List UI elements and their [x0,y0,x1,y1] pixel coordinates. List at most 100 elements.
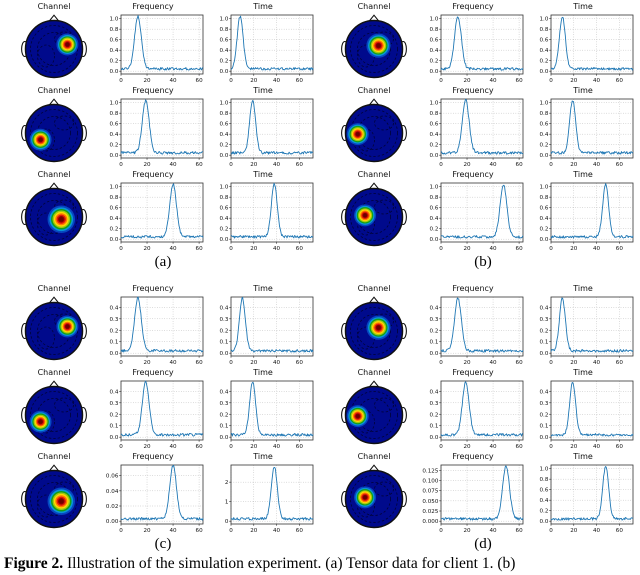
y-tick-label: 0.2 [109,143,118,149]
y-tick-label: 0.1 [429,424,438,430]
y-tick-label: 0.8 [219,111,228,117]
topomap-field [346,391,398,439]
y-tick-label: 0.3 [109,317,118,323]
frequency-cell: Frequency 0 20 40 60 0.0 0.2 0.4 0.6 0.8 1.0 [98,2,208,86]
y-tick-label: 1.0 [539,185,548,191]
time-plot: 0 20 40 60 0.0 0.2 0.4 0.6 0.8 1.0 [539,14,634,84]
channel-title: Channel [37,452,71,461]
time-cell: Time 0 20 40 60 0.0 0.2 0.4 0.6 0.8 1.0 [208,86,318,170]
contour-line [374,31,394,47]
frequency-title: Frequency [132,2,174,11]
frequency-plot: 0 20 40 60 0.0 0.1 0.2 0.3 0.4 [109,380,204,450]
x-tick-label: 60 [516,246,524,252]
x-tick-label: 40 [170,246,178,252]
y-tick-label: 0.100 [422,478,438,484]
topomap [21,98,87,163]
time-plot: 0 20 40 60 0 1 2 [225,464,314,534]
figure-caption-text: Illustration of the simulation experimen… [63,555,516,572]
contour-line [374,115,394,131]
y-tick-label: 0.1 [219,424,228,430]
x-tick-label: 20 [143,528,151,534]
axes-box [230,14,314,75]
y-tick-label: 0.025 [422,509,438,515]
x-tick-label: 40 [273,162,281,168]
y-tick-label: 1.0 [109,101,118,107]
y-tick-label: 0.8 [219,195,228,201]
channel-cell: Channel [10,86,98,170]
axes-box [230,380,314,441]
y-tick-label: 0.4 [109,305,118,311]
time-title: Time [253,368,273,377]
y-tick-label: 0.2 [109,412,118,418]
x-tick-label: 60 [516,528,524,534]
y-tick-label: 0.2 [539,59,548,65]
x-tick-label: 20 [463,360,471,366]
signal-line [440,381,524,437]
panel-b: Channel Frequency 0 20 40 60 0.0 0.2 0.4 0.6 0.8 1.… [320,0,640,270]
contour-line [30,109,78,157]
y-tick-label: 0.2 [219,412,228,418]
topomap-field [350,25,398,73]
y-tick-label: 0.06 [106,474,119,480]
contour-line [374,481,394,497]
time-title: Time [573,452,593,461]
panel-label-c: (c) [154,536,172,552]
x-tick-label: 60 [616,528,624,534]
x-tick-label: 40 [273,528,281,534]
x-tick-label: 0 [439,162,443,168]
channel-cell: Channel [330,86,418,170]
x-tick-label: 0 [119,528,123,534]
axes-box [120,464,204,525]
x-tick-label: 40 [170,528,178,534]
x-tick-label: 60 [296,78,304,84]
x-tick-label: 40 [273,78,281,84]
figure-row-b3: Channel Frequency 0 20 40 60 0.0 0.2 0.4 0.6 0.8 1.… [330,170,640,254]
x-tick-label: 60 [296,246,304,252]
y-tick-label: 0.8 [429,27,438,33]
frequency-cell: Frequency 0 20 40 60 0.0 0.2 0.4 0.6 0.8 1.0 [418,2,528,86]
signal-line [440,184,524,239]
y-tick-label: 0.3 [539,401,548,407]
y-tick-label: 0.4 [429,305,438,311]
x-tick-label: 40 [490,162,498,168]
time-plot: 0 20 40 60 0.0 0.2 0.4 0.6 0.8 1.0 [219,182,314,252]
frequency-cell: Frequency 0 20 40 60 0.0 0.1 0.2 0.3 0.4 [98,368,208,452]
topomap-hotspot [354,486,377,509]
contour-line [357,32,391,66]
x-tick-label: 60 [196,444,204,450]
time-plot: 0 20 40 60 0.0 0.2 0.4 0.6 0.8 1.0 [539,98,634,168]
frequency-cell: Frequency 0 20 40 60 0.0 0.1 0.2 0.3 0.4 [98,284,208,368]
x-tick-label: 40 [593,78,601,84]
time-cell: Time 0 20 40 60 0.0 0.2 0.4 0.6 0.8 1.0 [528,452,638,536]
y-tick-label: 0.4 [539,389,548,395]
x-tick-label: 40 [490,444,498,450]
signal-line [230,182,314,239]
channel-title: Channel [37,2,71,11]
channel-cell: Channel [10,368,98,452]
contour-line [37,116,71,150]
x-tick-label: 40 [170,78,178,84]
channel-cell: Channel [330,170,418,254]
x-tick-label: 60 [296,528,304,534]
x-tick-label: 0 [119,162,123,168]
axes-box [120,98,204,159]
y-tick-label: 0.1 [539,424,548,430]
x-tick-label: 0 [439,360,443,366]
y-tick-label: 1.0 [109,185,118,191]
time-title: Time [573,170,593,179]
contour-line [357,398,391,432]
contour-line [37,326,55,350]
channel-cell: Channel [10,284,98,368]
axes-box [230,296,314,357]
y-tick-label: 0.8 [109,27,118,33]
frequency-cell: Frequency 0 20 40 60 0.00 0.02 0.04 0.06 [98,452,208,536]
x-tick-label: 60 [516,78,524,84]
y-tick-label: 0.8 [429,195,438,201]
x-tick-label: 0 [549,162,553,168]
y-tick-label: 0.2 [429,328,438,334]
y-tick-label: 0.2 [429,143,438,149]
y-tick-label: 0.4 [429,48,438,54]
y-tick-label: 0.4 [429,389,438,395]
topomap-hotspot [354,204,377,227]
y-tick-label: 0.6 [109,38,118,44]
